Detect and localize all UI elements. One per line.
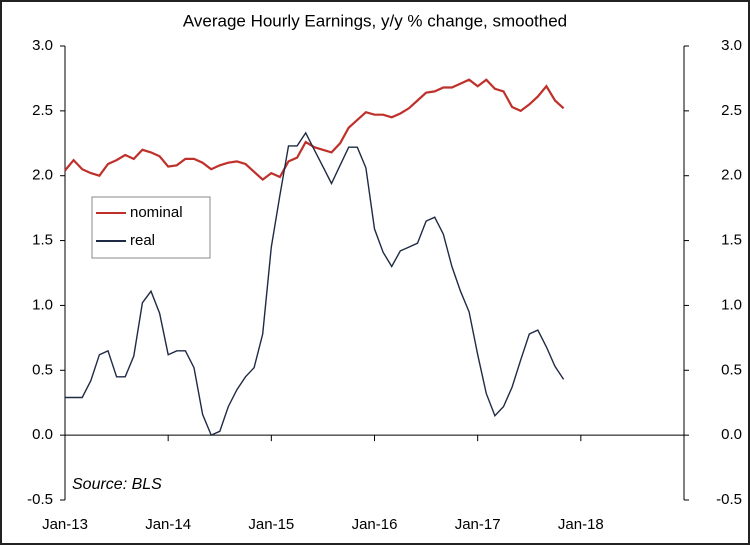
legend-box — [91, 196, 211, 259]
y-tick-label: 1.5 — [32, 232, 53, 249]
y2-tick-label: 3.0 — [721, 37, 742, 54]
x-tick-label: Jan-16 — [352, 516, 398, 533]
x-tick-label: Jan-14 — [145, 516, 191, 533]
x-tick-label: Jan-18 — [558, 516, 604, 533]
y2-tick-label: 2.0 — [721, 167, 742, 184]
annotation: Source: BLS — [72, 476, 162, 493]
y2-tick-label: 1.5 — [721, 232, 742, 249]
y-tick-label: 0.5 — [32, 361, 53, 378]
series-line — [64, 78, 565, 182]
legend-label: nominal — [130, 204, 183, 221]
y2-tick-label: 1.0 — [721, 296, 742, 313]
chart-title: Average Hourly Earnings, y/y % change, s… — [183, 11, 567, 30]
x-tick-label: Jan-17 — [455, 516, 501, 533]
x-tick-label: Jan-15 — [248, 516, 294, 533]
y-tick-label: 3.0 — [32, 37, 53, 54]
y-tick-label: 2.5 — [32, 102, 53, 119]
y2-tick-label: 2.5 — [721, 102, 742, 119]
y2-tick-label: 0.0 — [721, 426, 742, 443]
y-tick-label: 1.0 — [32, 296, 53, 313]
y-tick-label: 2.0 — [32, 167, 53, 184]
y-tick-label: 0.0 — [32, 426, 53, 443]
y2-tick-label: 0.5 — [721, 361, 742, 378]
y2-tick-label: -0.5 — [716, 491, 742, 508]
y-tick-label: -0.5 — [27, 491, 53, 508]
series-line — [65, 131, 565, 437]
legend-label: real — [130, 232, 155, 249]
x-tick-label: Jan-13 — [42, 516, 88, 533]
